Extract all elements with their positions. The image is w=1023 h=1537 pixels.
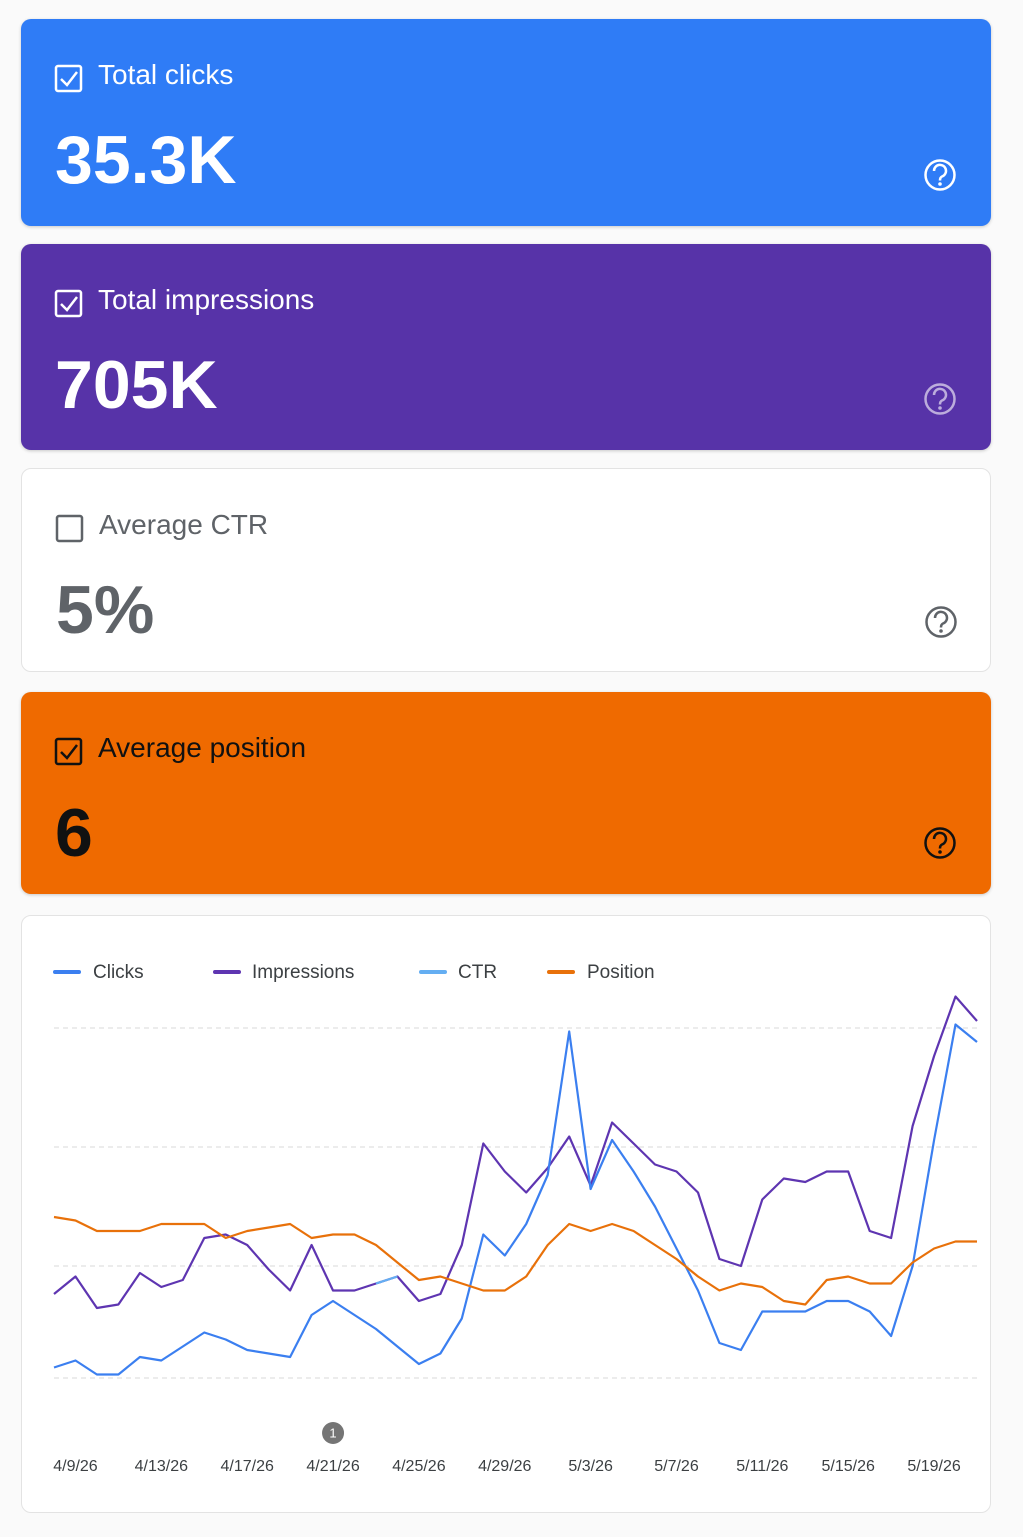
series-line	[375, 1275, 398, 1285]
series-line	[53, 995, 978, 1310]
x-tick-label: 5/7/26	[654, 1458, 699, 1475]
help-icon	[924, 159, 956, 191]
checkbox	[54, 289, 83, 318]
help-icon-mark	[932, 163, 948, 181]
card-label: Average position	[98, 732, 307, 763]
help-icon-dot	[939, 629, 943, 633]
metric-card[interactable]: Total clicks 35.3K	[21, 19, 991, 226]
card-icons	[54, 289, 956, 415]
help-icon	[925, 606, 957, 638]
x-tick-label: 4/25/26	[392, 1458, 445, 1475]
help-icon-mark	[932, 387, 948, 405]
x-tick-label: 4/9/26	[53, 1458, 98, 1475]
help-icon-mark	[932, 831, 948, 849]
card-value: 705K	[55, 347, 218, 423]
series-line	[53, 1215, 977, 1306]
help-icon-mark	[933, 610, 949, 628]
card-label: Total impressions	[98, 284, 315, 315]
metric-card[interactable]: Average position 6	[21, 692, 991, 894]
help-icon-dot	[938, 406, 942, 410]
card-icons	[55, 514, 957, 638]
x-tick-label: 4/13/26	[135, 1458, 188, 1475]
card-value: 35.3K	[55, 122, 237, 198]
card-icons	[54, 64, 956, 191]
x-tick-label: 4/17/26	[220, 1458, 273, 1475]
card-icons	[54, 737, 956, 859]
help-icon-dot	[938, 850, 942, 854]
x-tick-label: 5/11/26	[736, 1458, 788, 1475]
card-label: Average CTR	[99, 509, 269, 540]
x-tick-label: 5/19/26	[907, 1458, 960, 1475]
x-tick-label: 5/3/26	[568, 1458, 613, 1475]
legend-label: Clicks	[93, 962, 144, 983]
checkmark	[60, 296, 78, 312]
metric-card[interactable]: Average CTR 5%	[21, 468, 991, 672]
checkmark	[60, 71, 78, 87]
annotation-marker[interactable]	[322, 1422, 345, 1444]
series-line	[53, 1023, 978, 1376]
checkmark	[60, 744, 78, 760]
checkbox	[54, 64, 83, 93]
legend-label: Position	[587, 962, 655, 983]
legend-label: CTR	[458, 962, 497, 983]
help-icon	[924, 827, 956, 859]
help-icon-dot	[938, 182, 942, 186]
chart: Clicks Impressions CTR Position 4/9/26 4/13/2…	[53, 962, 978, 1475]
legend-label: Impressions	[252, 962, 354, 983]
x-tick-label: 4/29/26	[478, 1458, 531, 1475]
card-label: Total clicks	[98, 59, 234, 90]
card-value: 5%	[56, 572, 155, 648]
checkbox	[54, 737, 83, 766]
x-tick-label: 4/21/26	[306, 1458, 359, 1475]
chart-card	[21, 915, 991, 1513]
x-tick-label: 5/15/26	[822, 1458, 875, 1475]
card-value: 6	[55, 795, 93, 871]
annotation-label: 1	[329, 1425, 336, 1440]
metric-card[interactable]: Total impressions 705K	[21, 244, 991, 450]
checkbox	[55, 514, 84, 543]
help-icon	[924, 383, 956, 415]
